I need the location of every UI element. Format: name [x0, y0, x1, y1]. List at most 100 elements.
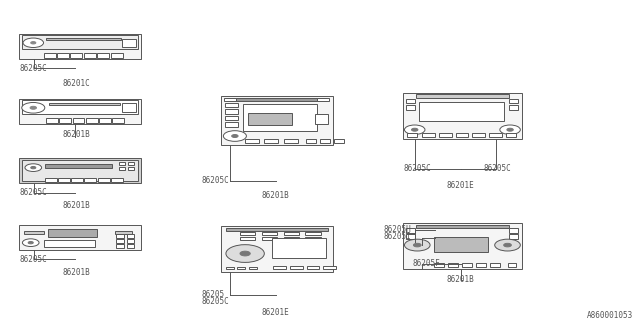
Text: 86205I: 86205I: [384, 232, 412, 241]
Circle shape: [240, 251, 250, 256]
Text: 86205C: 86205C: [483, 164, 511, 173]
Text: 86205C: 86205C: [202, 297, 229, 306]
Bar: [456, 133, 468, 137]
Bar: [128, 167, 134, 170]
Circle shape: [30, 106, 36, 109]
Bar: [406, 105, 415, 110]
Bar: [307, 266, 319, 269]
Circle shape: [22, 239, 39, 246]
Text: 86205F: 86205F: [413, 259, 440, 268]
Bar: [19, 99, 141, 124]
Bar: [116, 239, 124, 243]
Bar: [416, 225, 509, 228]
Bar: [284, 139, 298, 143]
Bar: [70, 53, 83, 58]
Bar: [472, 133, 485, 137]
Circle shape: [404, 125, 425, 134]
Bar: [315, 114, 328, 124]
Bar: [317, 99, 329, 101]
Bar: [44, 53, 56, 58]
Bar: [462, 263, 472, 267]
Bar: [439, 133, 452, 137]
Bar: [72, 118, 84, 123]
Bar: [45, 178, 57, 182]
Bar: [249, 267, 257, 269]
Circle shape: [232, 134, 238, 138]
Circle shape: [25, 164, 42, 172]
Bar: [243, 104, 317, 131]
Bar: [128, 162, 134, 165]
Bar: [407, 133, 417, 137]
Bar: [119, 162, 125, 165]
Bar: [112, 118, 124, 123]
Bar: [225, 116, 238, 120]
Bar: [22, 35, 138, 49]
Bar: [22, 160, 138, 181]
Bar: [240, 237, 255, 240]
Text: 86201B: 86201B: [447, 275, 475, 284]
Bar: [237, 267, 245, 269]
Bar: [509, 105, 518, 110]
Bar: [225, 109, 238, 114]
Bar: [119, 167, 125, 170]
Text: 86201B: 86201B: [63, 268, 91, 277]
Bar: [489, 133, 502, 137]
Bar: [22, 100, 138, 114]
Bar: [84, 178, 97, 182]
Bar: [46, 38, 121, 40]
Text: 86205C: 86205C: [19, 254, 47, 263]
Bar: [273, 266, 286, 269]
Bar: [306, 139, 316, 143]
Bar: [508, 263, 516, 267]
Circle shape: [223, 131, 246, 141]
Bar: [448, 263, 458, 267]
Circle shape: [404, 239, 430, 251]
Bar: [434, 237, 488, 252]
Bar: [115, 231, 132, 234]
Bar: [221, 226, 333, 272]
Bar: [323, 266, 336, 269]
Bar: [406, 228, 415, 233]
Bar: [422, 133, 435, 137]
Bar: [403, 223, 522, 269]
Circle shape: [28, 242, 33, 244]
Bar: [226, 228, 328, 231]
Circle shape: [495, 239, 520, 251]
Bar: [127, 244, 134, 248]
Bar: [506, 133, 516, 137]
Bar: [262, 232, 277, 235]
Bar: [116, 244, 124, 248]
Text: 86205C: 86205C: [403, 164, 431, 173]
Circle shape: [31, 166, 36, 169]
Bar: [305, 232, 321, 235]
Text: 86205C: 86205C: [19, 64, 47, 73]
Bar: [111, 178, 123, 182]
Bar: [116, 234, 124, 238]
Text: 86205: 86205: [202, 290, 225, 299]
Circle shape: [22, 102, 45, 113]
Circle shape: [412, 128, 418, 131]
Bar: [509, 99, 518, 103]
Circle shape: [23, 38, 44, 47]
Bar: [290, 266, 303, 269]
Bar: [49, 103, 120, 105]
Bar: [403, 93, 522, 139]
Bar: [58, 178, 70, 182]
Bar: [284, 237, 299, 240]
Bar: [84, 53, 96, 58]
Bar: [434, 263, 444, 267]
Bar: [122, 103, 136, 112]
Circle shape: [504, 243, 511, 247]
Bar: [509, 234, 518, 239]
Bar: [334, 139, 344, 143]
Bar: [284, 232, 299, 235]
Bar: [97, 53, 109, 58]
Text: 86205C: 86205C: [202, 176, 229, 185]
Bar: [48, 229, 97, 236]
Bar: [57, 53, 69, 58]
Bar: [71, 178, 83, 182]
Bar: [19, 34, 141, 59]
Bar: [226, 267, 234, 269]
Bar: [225, 122, 238, 127]
Bar: [240, 232, 255, 235]
